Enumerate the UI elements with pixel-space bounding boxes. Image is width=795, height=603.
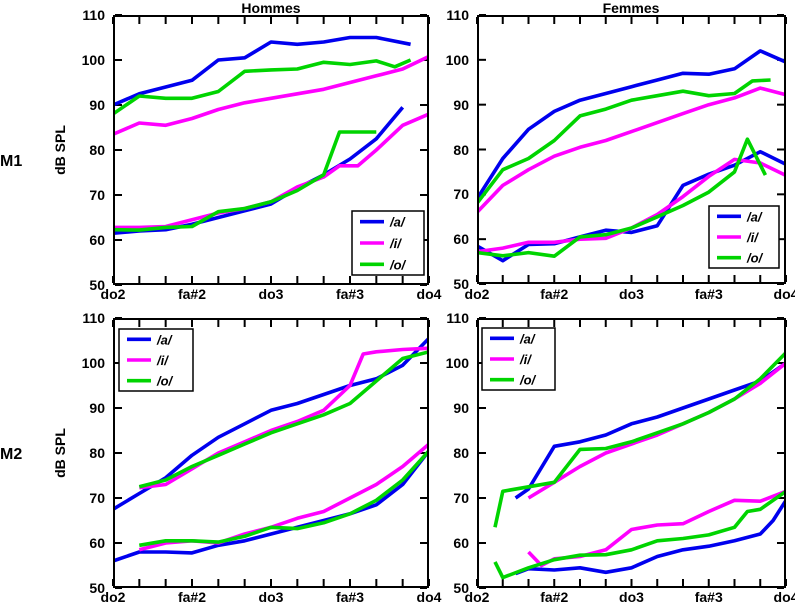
plot-border xyxy=(477,318,786,588)
line-a_soft xyxy=(514,500,784,576)
x-tick-label: fa#3 xyxy=(694,589,723,603)
legend-label-o: /o/ xyxy=(156,374,174,389)
y-tick-label: 110 xyxy=(82,310,105,326)
row-label-m2: M2 xyxy=(0,446,23,463)
y-tick-label: 50 xyxy=(453,276,469,292)
y-tick-label: 70 xyxy=(453,490,469,506)
line-i_loud xyxy=(115,55,427,136)
series-lines xyxy=(115,35,427,235)
line-a_soft xyxy=(479,149,784,263)
legend-label-i: /i/ xyxy=(389,236,402,251)
plot-border xyxy=(113,15,429,285)
line-o_soft xyxy=(493,490,784,580)
x-tick-label: do4 xyxy=(773,286,795,302)
y-tick-label: 110 xyxy=(82,7,105,23)
x-tick-label: do3 xyxy=(619,286,644,302)
x-tick-label: do3 xyxy=(258,589,284,603)
plot-border xyxy=(477,15,786,284)
series-lines xyxy=(493,352,784,580)
y-tick-label: 50 xyxy=(453,580,469,596)
legend-label-a: /a/ xyxy=(156,332,173,347)
column-title-hommes: Hommes xyxy=(241,0,301,16)
legend-label-o: /o/ xyxy=(389,257,407,272)
y-tick-label: 90 xyxy=(453,96,469,113)
line-o_loud xyxy=(493,352,784,528)
y-tick-label: 80 xyxy=(453,445,469,461)
legend-label-a: /a/ xyxy=(746,209,763,224)
series-lines xyxy=(479,49,784,263)
line-a_soft xyxy=(115,450,427,563)
line-i_loud xyxy=(527,362,784,500)
y-tick-label: 70 xyxy=(89,187,105,203)
y-tick-label: 100 xyxy=(445,51,469,68)
x-tick-label: fa#3 xyxy=(335,286,365,302)
x-tick-label: do2 xyxy=(464,589,490,603)
x-tick-label: do3 xyxy=(258,286,284,302)
x-tick-label: fa#2 xyxy=(540,286,569,302)
y-tick-label: 90 xyxy=(89,400,105,416)
legend-label-a: /a/ xyxy=(519,331,536,346)
y-tick-label: 60 xyxy=(89,535,105,551)
y-tick-label: 110 xyxy=(446,7,469,23)
x-tick-label: do4 xyxy=(773,589,795,603)
x-tick-label: fa#2 xyxy=(177,286,207,302)
line-a_loud xyxy=(514,362,784,500)
x-tick-label: do2 xyxy=(100,589,126,603)
y-tick-label: 100 xyxy=(445,355,469,371)
y-tick-label: 50 xyxy=(89,277,105,293)
chart-m2-femmes: /a/ /i/ /o/ xyxy=(476,317,787,589)
row-label-m1: M1 xyxy=(0,153,23,170)
y-tick-label: 70 xyxy=(89,490,105,506)
x-tick-label: do4 xyxy=(416,286,442,302)
y-tick-label: 60 xyxy=(453,231,469,248)
y-tick-label: 80 xyxy=(89,445,105,461)
x-tick-label: do3 xyxy=(619,589,644,603)
line-i_soft xyxy=(527,490,784,568)
legend-label-o: /o/ xyxy=(519,373,537,388)
series-lines xyxy=(115,337,427,563)
line-i_loud xyxy=(139,346,427,490)
column-title-femmes: Femmes xyxy=(602,0,660,16)
y-tick-label: 100 xyxy=(81,355,105,371)
line-i_loud xyxy=(479,86,784,213)
line-o_soft xyxy=(138,450,427,548)
y-tick-label: 100 xyxy=(81,52,105,68)
y-tick-label: 90 xyxy=(453,400,469,416)
y-tick-label: 60 xyxy=(89,232,105,248)
legend-label-i: /i/ xyxy=(746,230,759,245)
line-a_loud xyxy=(115,35,411,107)
x-tick-label: fa#2 xyxy=(177,589,207,603)
y-tick-label: 70 xyxy=(453,186,469,203)
y-tick-label: 80 xyxy=(89,142,105,158)
chart-m1-hommes: /a/ /i/ /o/ xyxy=(112,14,430,286)
line-a_loud xyxy=(479,49,784,200)
y-tick-label: 50 xyxy=(89,580,105,596)
x-tick-label: fa#3 xyxy=(694,286,723,302)
x-tick-label: do4 xyxy=(416,589,442,603)
chart-m2-hommes: /a/ /i/ /o/ xyxy=(112,317,430,589)
legend-label-o: /o/ xyxy=(746,251,764,266)
x-tick-label: do2 xyxy=(100,286,126,302)
line-o_loud xyxy=(115,58,412,115)
x-tick-label: fa#3 xyxy=(335,589,365,603)
y-tick-label: 80 xyxy=(453,141,469,158)
line-o_soft xyxy=(479,137,768,258)
legend-label-i: /i/ xyxy=(519,352,532,367)
legend-label-i: /i/ xyxy=(156,353,169,368)
line-o_soft xyxy=(115,130,377,232)
y-tick-label: 110 xyxy=(446,310,469,326)
y-tick-label: 90 xyxy=(89,97,105,113)
line-o_loud xyxy=(479,78,771,204)
x-tick-label: fa#2 xyxy=(540,589,569,603)
chart-m1-femmes: /a/ /i/ /o/ xyxy=(476,14,787,285)
legend-label-a: /a/ xyxy=(389,215,406,230)
y-tick-label: 60 xyxy=(453,535,469,551)
x-tick-label: do2 xyxy=(464,286,490,302)
line-o_loud xyxy=(138,350,427,489)
plot-border xyxy=(113,318,429,588)
line-a_soft xyxy=(115,106,405,235)
